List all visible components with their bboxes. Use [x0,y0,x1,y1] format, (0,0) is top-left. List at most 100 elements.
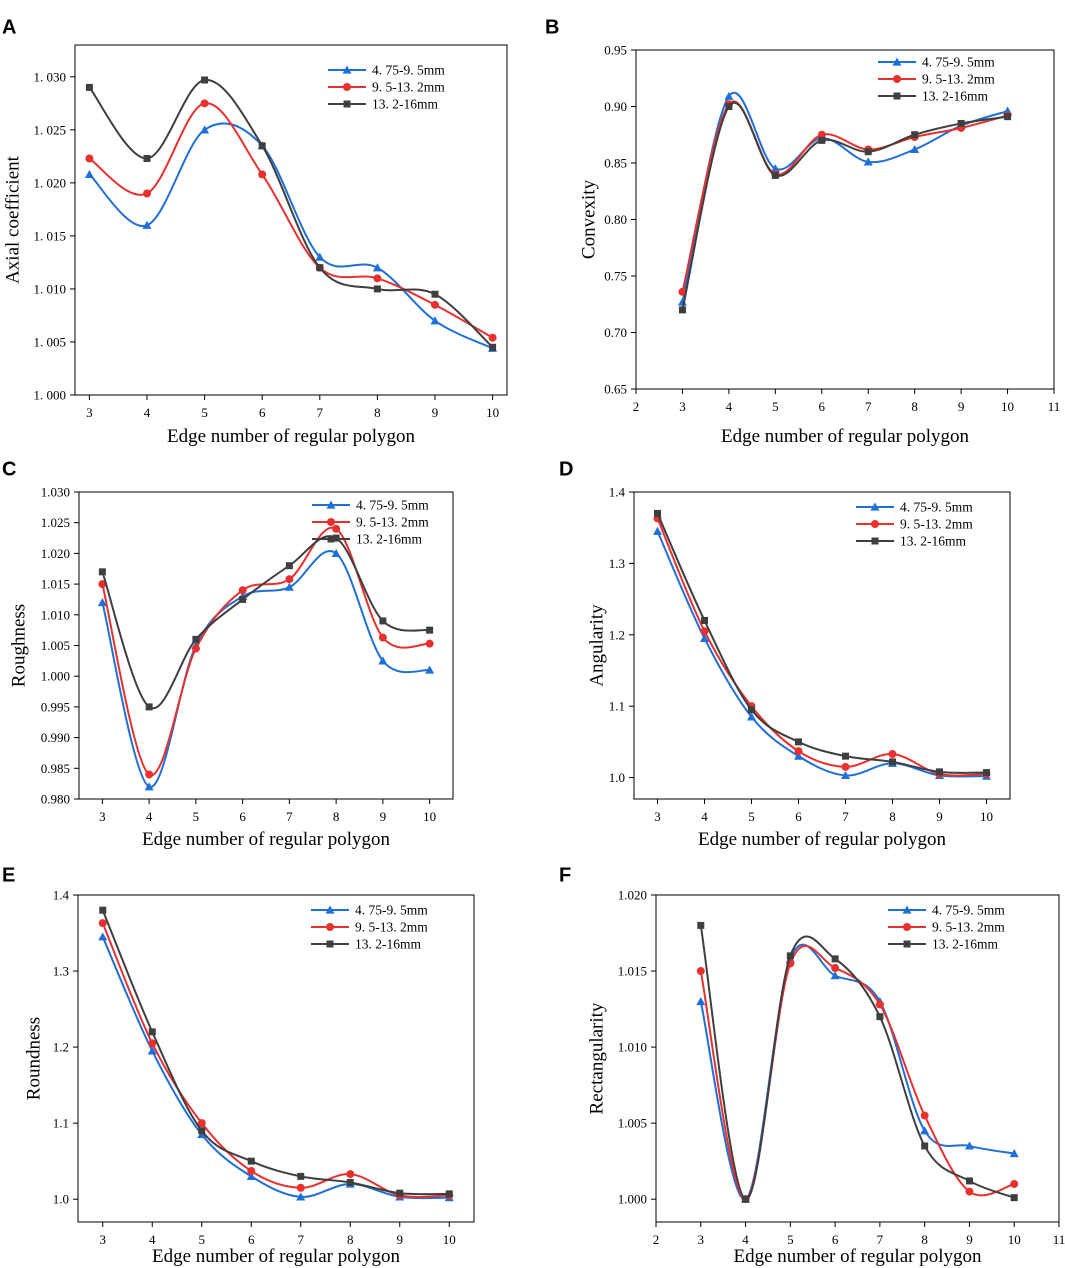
x-tick-label: 4 [144,405,151,420]
x-tick-label: 10 [423,809,436,824]
y-tick-label: 0.995 [41,699,70,714]
legend: 4. 75-9. 5mm 9. 5-13. 2mm 13. 2-16mm [888,903,1005,952]
data-point-marker [143,154,151,162]
data-point-marker [378,656,388,665]
series-red [98,524,434,779]
panel-letter: C [2,459,16,481]
y-tick-label: 1.2 [609,627,625,642]
x-tick-label: 4 [726,399,733,414]
x-tick-label: 7 [865,399,872,414]
x-axis-title: Edge number of regular polygon [698,829,946,850]
y-axis-title: Convexity [578,179,599,259]
data-point-marker [296,1192,306,1201]
y-tick-label: 1.015 [618,964,647,979]
data-point-marker [831,964,840,973]
legend-label: 4. 75-9. 5mm [355,903,428,918]
series-dark [678,102,1012,314]
x-tick-label: 4 [149,1232,156,1247]
data-point-marker [200,125,210,134]
data-point-marker [373,285,381,293]
series-line [88,102,494,339]
x-tick-label: 6 [259,405,266,420]
data-point-marker [145,703,153,711]
panel-letter: F [559,865,571,887]
legend-marker [325,905,335,914]
x-tick-label: 8 [889,809,896,824]
data-point-marker [678,287,687,296]
x-tick-label: 5 [199,1232,206,1247]
y-tick-label: 1.4 [609,485,626,500]
x-tick-label: 10 [980,809,993,824]
series-dark [99,906,453,1198]
y-axis-title: Angularity [586,604,607,687]
y-tick-label: 1.030 [41,485,70,500]
x-axis-title: Edge number of regular polygon [142,829,390,850]
data-point-marker [742,1195,750,1203]
data-point-marker [795,738,802,746]
data-point-marker [818,136,826,144]
y-tick-label: 1.0 [53,1192,69,1207]
legend-label: 4. 75-9. 5mm [900,500,973,515]
x-axis-title: Edge number of regular polygon [167,426,415,447]
data-point-marker [396,1189,404,1197]
chart-panel-e: E 3 4 5 6 7 8 9 10 1.0 1.1 1.2 1.3 1.4 Edge number of … [2,865,475,1267]
x-tick-label: 7 [286,809,293,824]
panel-letter: E [2,865,15,887]
data-point-marker [430,316,440,325]
y-tick-label: 0.75 [604,269,627,284]
data-point-marker [794,751,803,760]
data-point-marker [99,906,107,914]
data-point-marker [84,169,94,178]
series-red [85,99,497,342]
legend-label: 13. 2-16mm [922,89,988,104]
y-tick-label: 1.015 [41,577,70,592]
data-point-marker [889,758,896,766]
y-axis-title: Axial coefficient [2,155,23,284]
data-point-marker [144,782,154,791]
legend-label: 9. 5-13. 2mm [372,80,445,95]
x-tick-label: 9 [432,405,439,420]
y-tick-label: 0.90 [604,99,627,114]
data-point-marker [1010,1194,1018,1202]
data-point-marker [786,952,794,960]
data-point-marker [771,171,779,179]
legend-marker [327,518,335,526]
x-tick-label: 6 [832,1232,839,1247]
x-tick-label: 6 [795,809,802,824]
y-tick-label: 1.025 [41,515,70,530]
data-point-marker [246,1171,256,1180]
panel-letter: D [559,459,573,481]
y-tick-label: 0.65 [604,382,627,397]
data-point-marker [98,568,106,576]
data-point-marker [910,144,920,154]
data-point-marker [920,1126,930,1135]
series-line [699,925,1015,1201]
legend-marker [903,940,911,948]
legend-marker [903,923,911,931]
data-point-marker [296,1183,305,1192]
data-point-marker [142,220,152,229]
data-point-marker [426,626,434,634]
data-point-marker [700,633,709,642]
data-point-marker [239,595,247,603]
x-tick-label: 9 [966,1232,973,1247]
y-tick-label: 0.985 [41,761,70,776]
x-tick-label: 8 [333,809,340,824]
x-tick-label: 8 [374,405,381,420]
y-tick-label: 1.2 [53,1040,69,1055]
data-point-marker [697,921,705,929]
data-point-marker [332,524,341,533]
data-point-marker [653,526,662,535]
data-point-marker [489,343,497,351]
data-point-marker [191,644,200,653]
x-tick-label: 6 [248,1232,255,1247]
data-point-marker [258,170,267,179]
data-point-marker [148,1028,156,1036]
y-axis-title: Rectangularity [586,1002,607,1114]
data-point-marker [911,131,919,139]
plot-frame [77,894,475,1223]
legend-label: 13. 2-16mm [356,532,422,547]
data-point-marker [794,747,803,756]
y-tick-label: 1.1 [53,1116,69,1131]
x-tick-label: 10 [1001,399,1014,414]
